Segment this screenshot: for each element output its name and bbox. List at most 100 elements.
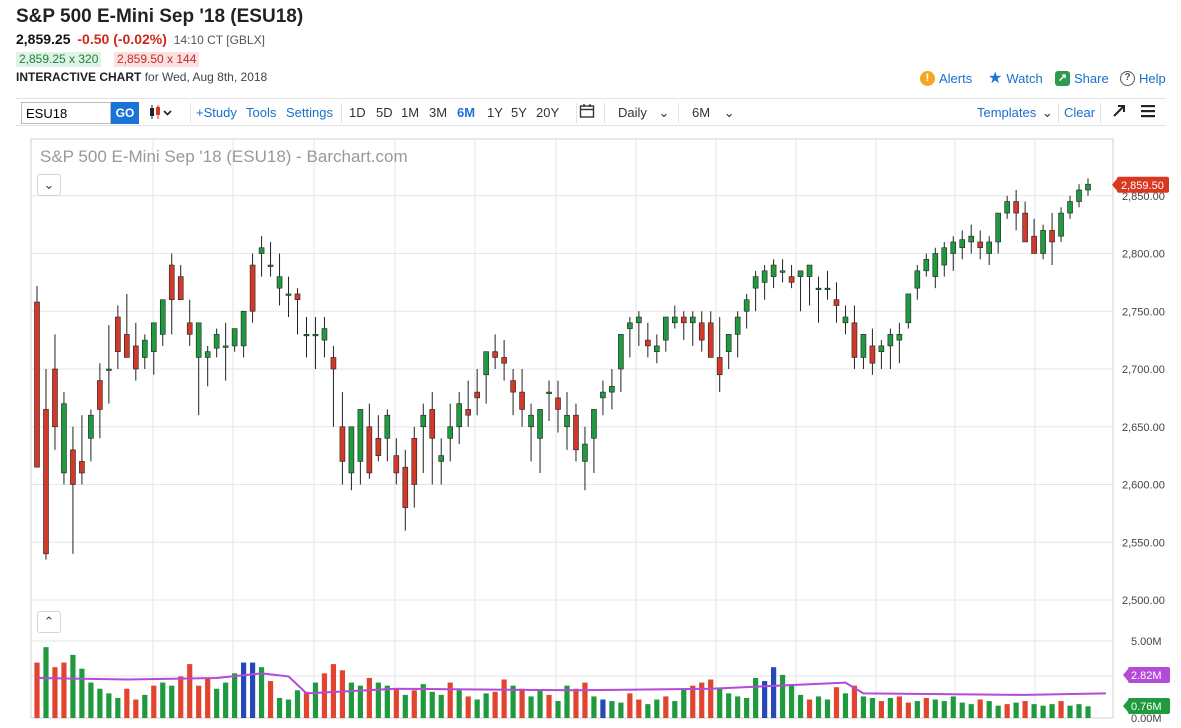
watch-link[interactable]: ★ Watch xyxy=(988,70,1043,87)
volume-bar xyxy=(142,694,148,718)
clear-button[interactable]: Clear xyxy=(1064,105,1096,120)
volume-bar xyxy=(79,668,85,718)
candle xyxy=(887,328,894,369)
collapse-price-pane-button[interactable]: ⌄ xyxy=(37,174,61,196)
toolbar-divider xyxy=(1100,103,1101,123)
study-button[interactable]: +Study xyxy=(196,105,237,120)
candle xyxy=(878,340,885,369)
candle xyxy=(1076,184,1082,208)
candle xyxy=(402,449,409,531)
candle xyxy=(375,415,382,462)
ask-badge: 2,859.50 x 144 xyxy=(114,52,200,67)
volume-bar xyxy=(797,694,804,718)
collapse-volume-pane-button[interactable]: ⌃ xyxy=(37,611,61,633)
go-button[interactable]: GO xyxy=(111,102,139,124)
volume-bar xyxy=(770,667,777,718)
candlesticks xyxy=(34,178,1091,560)
candle xyxy=(357,409,364,485)
candle xyxy=(213,328,220,358)
chevron-down-icon: ⌄ xyxy=(723,105,735,120)
volume-bar xyxy=(762,681,768,718)
quote-line: 2,859.25 -0.50 (-0.02%) 14:10 CT [GBLX] xyxy=(16,31,265,47)
candle xyxy=(447,403,454,462)
candle xyxy=(869,328,876,375)
volume-bar xyxy=(851,685,858,718)
candle xyxy=(968,224,975,254)
help-link[interactable]: ? Help xyxy=(1120,70,1166,86)
volume-bar xyxy=(420,684,426,718)
templates-dropdown[interactable]: Templates ⌄ xyxy=(977,105,1053,121)
symbol-input[interactable] xyxy=(21,102,111,124)
volume-bar xyxy=(573,688,579,718)
candle xyxy=(905,293,912,329)
volume-bar xyxy=(977,699,983,718)
templates-label: Templates xyxy=(977,105,1037,120)
candle xyxy=(366,403,373,479)
volume-bar xyxy=(887,697,893,718)
volume-bar xyxy=(393,688,399,718)
volume-bar xyxy=(1076,704,1082,718)
range-button-5d[interactable]: 5D xyxy=(376,105,393,120)
range-button-3m[interactable]: 3M xyxy=(429,105,448,120)
expand-icon[interactable] xyxy=(1112,104,1126,121)
menu-icon[interactable] xyxy=(1140,104,1156,121)
candle xyxy=(133,322,139,381)
help-icon: ? xyxy=(1120,70,1135,86)
range-button-5y[interactable]: 5Y xyxy=(511,105,527,120)
instrument-title: S&P 500 E-Mini Sep '18 (ESU18) xyxy=(16,6,304,27)
candle xyxy=(564,392,570,450)
toolbar-divider xyxy=(604,103,605,123)
volume-bar xyxy=(241,662,247,718)
candle xyxy=(159,299,166,346)
candle xyxy=(1004,195,1010,219)
candle xyxy=(150,322,157,375)
volume-bar xyxy=(950,696,956,718)
candle xyxy=(195,322,202,416)
volume-bar xyxy=(923,697,929,718)
calendar-icon[interactable] xyxy=(579,103,595,122)
volume-bar xyxy=(717,688,723,718)
volume-bar xyxy=(223,682,229,718)
candle xyxy=(429,392,436,485)
candle xyxy=(34,285,40,468)
volume-bar xyxy=(1004,704,1010,718)
candle xyxy=(663,316,669,352)
range-button-1d[interactable]: 1D xyxy=(349,105,366,120)
range-button-1y[interactable]: 1Y xyxy=(487,105,503,120)
volume-bar xyxy=(663,696,669,718)
interactive-chart-label: INTERACTIVE CHART for Wed, Aug 8th, 2018 xyxy=(16,70,267,84)
volume-bar xyxy=(591,696,597,718)
y-tick-label: 2,600.00 xyxy=(1122,480,1165,492)
candle xyxy=(824,270,831,300)
alerts-link[interactable]: ! Alerts xyxy=(920,70,972,86)
range-button-20y[interactable]: 20Y xyxy=(536,105,560,120)
candle xyxy=(680,311,687,341)
chart-type-dropdown[interactable] xyxy=(148,103,172,124)
candle xyxy=(815,276,822,323)
tools-button[interactable]: Tools xyxy=(246,105,277,120)
volume-bar xyxy=(294,690,301,718)
candle xyxy=(285,276,292,318)
candle xyxy=(725,334,732,369)
period-dropdown[interactable]: 6M ⌄ xyxy=(692,105,735,121)
help-label: Help xyxy=(1139,70,1166,86)
volume-bar xyxy=(878,701,884,718)
candle xyxy=(654,334,660,364)
volume-bar xyxy=(1058,701,1064,718)
range-button-6m[interactable]: 6M xyxy=(457,105,476,120)
candle xyxy=(707,311,714,358)
candle xyxy=(537,409,543,473)
candle xyxy=(141,334,148,369)
volume-bar xyxy=(753,677,759,718)
interval-dropdown[interactable]: Daily ⌄ xyxy=(618,105,669,121)
volume-bar xyxy=(1031,704,1037,718)
range-button-1m[interactable]: 1M xyxy=(401,105,420,120)
candle xyxy=(474,369,480,416)
candle xyxy=(231,328,238,352)
share-link[interactable]: ↗ Share xyxy=(1055,70,1109,86)
candle xyxy=(995,212,1001,254)
settings-button[interactable]: Settings xyxy=(286,105,333,120)
y-axis: 2,500.00 2,550.00 2,600.00 2,650.00 2,700.00… xyxy=(1112,176,1170,725)
candle xyxy=(618,334,624,393)
